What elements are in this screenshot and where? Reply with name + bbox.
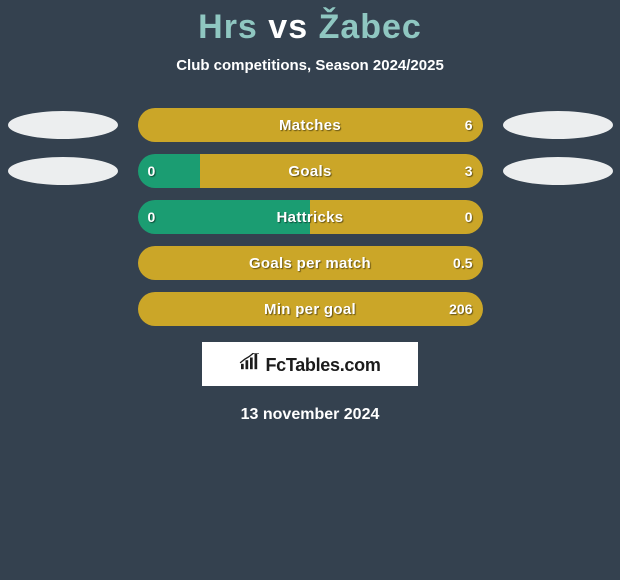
brand-text: FcTables.com	[265, 355, 380, 376]
stat-value-right: 6	[465, 108, 473, 142]
stat-value-right: 0	[465, 200, 473, 234]
vs-text: vs	[268, 8, 308, 46]
stat-bar: Goals0 3	[138, 154, 483, 188]
stat-value-right: 206	[449, 292, 472, 326]
club-left-icon	[8, 203, 118, 231]
club-right-icon	[503, 295, 613, 323]
club-left-icon	[8, 249, 118, 277]
stat-label: Matches	[138, 108, 483, 142]
stat-bar: Goals per match0.5	[138, 246, 483, 280]
brand-badge[interactable]: FcTables.com	[202, 342, 418, 386]
stat-value-right: 3	[465, 154, 473, 188]
club-left-icon	[8, 157, 118, 185]
stat-row: Matches6	[0, 108, 620, 142]
stat-label: Goals	[138, 154, 483, 188]
page-title: Hrs vs Žabec	[0, 8, 620, 47]
club-left-icon	[8, 295, 118, 323]
stat-rows: Matches6Goals03Hattricks00Goals per matc…	[0, 108, 620, 326]
comparison-widget: Hrs vs Žabec Club competitions, Season 2…	[0, 0, 620, 424]
stat-bar: Hattricks0 0	[138, 200, 483, 234]
date-text: 13 november 2024	[0, 406, 620, 424]
brand-inner: FcTables.com	[239, 353, 380, 376]
club-right-icon	[503, 203, 613, 231]
stat-value-left: 0	[148, 154, 156, 188]
player1-name: Hrs	[198, 8, 258, 46]
club-left-icon	[8, 111, 118, 139]
player2-name: Žabec	[319, 8, 422, 46]
stat-label: Hattricks	[138, 200, 483, 234]
stat-row: Min per goal206	[0, 292, 620, 326]
stat-row: Goals0 3	[0, 154, 620, 188]
chart-icon	[239, 353, 261, 371]
stat-label: Goals per match	[138, 246, 483, 280]
club-right-icon	[503, 249, 613, 277]
club-right-icon	[503, 111, 613, 139]
club-right-icon	[503, 157, 613, 185]
stat-value-left: 0	[148, 200, 156, 234]
subtitle: Club competitions, Season 2024/2025	[0, 57, 620, 74]
stat-label: Min per goal	[138, 292, 483, 326]
stat-row: Hattricks0 0	[0, 200, 620, 234]
stat-bar: Matches6	[138, 108, 483, 142]
stat-value-right: 0.5	[453, 246, 472, 280]
stat-row: Goals per match0.5	[0, 246, 620, 280]
stat-bar: Min per goal206	[138, 292, 483, 326]
